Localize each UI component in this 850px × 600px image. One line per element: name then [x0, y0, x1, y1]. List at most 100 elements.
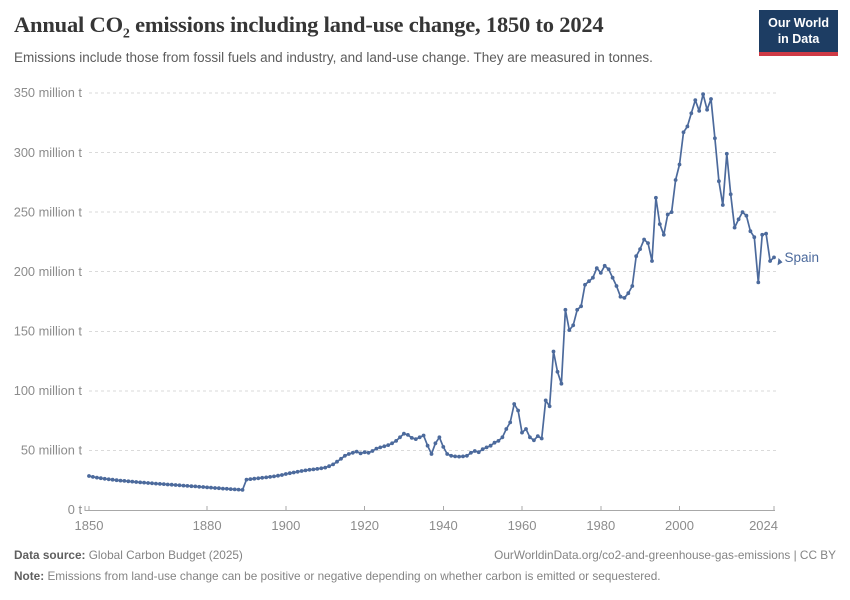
- data-point[interactable]: [110, 477, 115, 482]
- data-point[interactable]: [193, 484, 198, 489]
- data-point[interactable]: [205, 485, 210, 490]
- data-point[interactable]: [339, 456, 343, 461]
- data-point[interactable]: [740, 210, 745, 215]
- data-point[interactable]: [118, 478, 123, 483]
- data-point[interactable]: [559, 381, 564, 386]
- data-point[interactable]: [327, 464, 331, 469]
- data-point[interactable]: [724, 151, 729, 156]
- data-point[interactable]: [402, 431, 406, 436]
- data-point[interactable]: [732, 225, 737, 230]
- data-point[interactable]: [728, 192, 733, 197]
- data-point[interactable]: [736, 217, 741, 222]
- data-point[interactable]: [701, 92, 705, 97]
- data-point[interactable]: [583, 282, 587, 287]
- data-point[interactable]: [256, 476, 261, 481]
- data-point[interactable]: [358, 451, 363, 456]
- data-point[interactable]: [618, 294, 623, 299]
- data-point[interactable]: [244, 477, 249, 482]
- data-point[interactable]: [409, 436, 414, 440]
- data-point[interactable]: [319, 466, 324, 471]
- data-point[interactable]: [764, 231, 768, 236]
- data-point[interactable]: [185, 484, 190, 488]
- data-point[interactable]: [91, 475, 95, 479]
- data-point[interactable]: [551, 349, 556, 354]
- data-point[interactable]: [677, 162, 682, 167]
- data-point[interactable]: [213, 486, 217, 490]
- data-point[interactable]: [236, 487, 241, 492]
- data-point[interactable]: [209, 485, 213, 490]
- data-point[interactable]: [622, 296, 627, 300]
- data-point[interactable]: [169, 482, 174, 487]
- data-point[interactable]: [406, 433, 410, 437]
- data-point[interactable]: [669, 210, 674, 215]
- data-point[interactable]: [181, 483, 186, 488]
- data-point[interactable]: [654, 195, 658, 200]
- data-point[interactable]: [697, 109, 702, 113]
- data-point[interactable]: [276, 473, 280, 478]
- data-point[interactable]: [508, 420, 513, 425]
- data-point[interactable]: [445, 452, 450, 456]
- data-point[interactable]: [484, 445, 489, 450]
- data-point[interactable]: [370, 449, 375, 453]
- data-point[interactable]: [429, 452, 434, 456]
- data-point[interactable]: [122, 479, 127, 483]
- data-point[interactable]: [291, 470, 296, 475]
- owid-logo[interactable]: Our World in Data: [759, 10, 838, 56]
- data-point[interactable]: [280, 473, 284, 477]
- data-point[interactable]: [126, 479, 131, 484]
- data-point[interactable]: [594, 266, 599, 270]
- data-point[interactable]: [591, 275, 595, 280]
- data-point[interactable]: [150, 481, 154, 486]
- data-point[interactable]: [366, 450, 371, 455]
- data-point[interactable]: [165, 482, 170, 487]
- data-point[interactable]: [449, 453, 454, 458]
- data-point[interactable]: [744, 213, 749, 218]
- data-point[interactable]: [315, 467, 320, 471]
- data-point[interactable]: [331, 462, 335, 467]
- data-point[interactable]: [311, 467, 316, 472]
- data-point[interactable]: [492, 440, 497, 445]
- data-point[interactable]: [197, 484, 202, 489]
- data-point[interactable]: [232, 487, 237, 492]
- data-point[interactable]: [343, 453, 347, 458]
- data-point[interactable]: [650, 259, 654, 263]
- data-point[interactable]: [346, 452, 351, 456]
- data-point[interactable]: [709, 97, 713, 101]
- data-point[interactable]: [756, 280, 761, 285]
- data-point[interactable]: [606, 267, 611, 272]
- data-point[interactable]: [520, 430, 524, 435]
- data-point[interactable]: [394, 439, 398, 443]
- data-point[interactable]: [437, 435, 442, 440]
- data-point[interactable]: [496, 439, 501, 443]
- data-point[interactable]: [500, 435, 505, 440]
- data-point[interactable]: [173, 483, 178, 487]
- data-point[interactable]: [228, 487, 233, 491]
- series-end-label-spain[interactable]: Spain: [785, 250, 820, 265]
- data-point[interactable]: [106, 477, 111, 482]
- data-point[interactable]: [386, 443, 391, 447]
- data-point[interactable]: [516, 408, 520, 413]
- data-point[interactable]: [142, 480, 147, 485]
- data-point[interactable]: [138, 480, 143, 485]
- data-point[interactable]: [587, 279, 591, 284]
- data-point[interactable]: [433, 441, 438, 446]
- data-point[interactable]: [102, 476, 107, 481]
- data-point[interactable]: [461, 454, 465, 459]
- data-point[interactable]: [681, 130, 686, 135]
- data-point[interactable]: [555, 369, 560, 374]
- data-point[interactable]: [95, 475, 99, 480]
- data-point[interactable]: [457, 454, 461, 459]
- data-point[interactable]: [158, 482, 162, 486]
- data-point[interactable]: [575, 307, 580, 312]
- data-point[interactable]: [382, 444, 387, 449]
- data-point[interactable]: [189, 484, 194, 489]
- data-point[interactable]: [772, 255, 776, 260]
- data-point[interactable]: [748, 229, 753, 234]
- data-point[interactable]: [752, 235, 757, 240]
- data-point[interactable]: [240, 488, 245, 492]
- data-point[interactable]: [571, 323, 576, 328]
- data-point[interactable]: [480, 447, 485, 452]
- data-point[interactable]: [248, 477, 253, 481]
- data-point[interactable]: [665, 212, 670, 217]
- data-point[interactable]: [685, 124, 690, 129]
